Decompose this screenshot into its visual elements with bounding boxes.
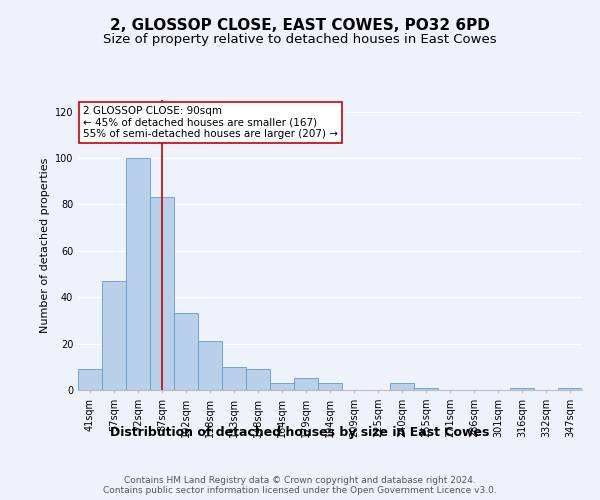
- Bar: [318, 383, 342, 390]
- Text: Size of property relative to detached houses in East Cowes: Size of property relative to detached ho…: [103, 32, 497, 46]
- Bar: [126, 158, 150, 390]
- Bar: [294, 378, 318, 390]
- Bar: [78, 369, 102, 390]
- Bar: [558, 388, 582, 390]
- Bar: [102, 281, 126, 390]
- Text: 2 GLOSSOP CLOSE: 90sqm
← 45% of detached houses are smaller (167)
55% of semi-de: 2 GLOSSOP CLOSE: 90sqm ← 45% of detached…: [83, 106, 338, 139]
- Bar: [198, 342, 222, 390]
- Bar: [414, 388, 438, 390]
- Text: Contains HM Land Registry data © Crown copyright and database right 2024.
Contai: Contains HM Land Registry data © Crown c…: [103, 476, 497, 495]
- Bar: [510, 388, 534, 390]
- Text: Distribution of detached houses by size in East Cowes: Distribution of detached houses by size …: [110, 426, 490, 439]
- Bar: [222, 367, 246, 390]
- Bar: [390, 383, 414, 390]
- Y-axis label: Number of detached properties: Number of detached properties: [40, 158, 50, 332]
- Bar: [246, 369, 270, 390]
- Bar: [150, 198, 174, 390]
- Bar: [174, 314, 198, 390]
- Text: 2, GLOSSOP CLOSE, EAST COWES, PO32 6PD: 2, GLOSSOP CLOSE, EAST COWES, PO32 6PD: [110, 18, 490, 32]
- Bar: [270, 383, 294, 390]
